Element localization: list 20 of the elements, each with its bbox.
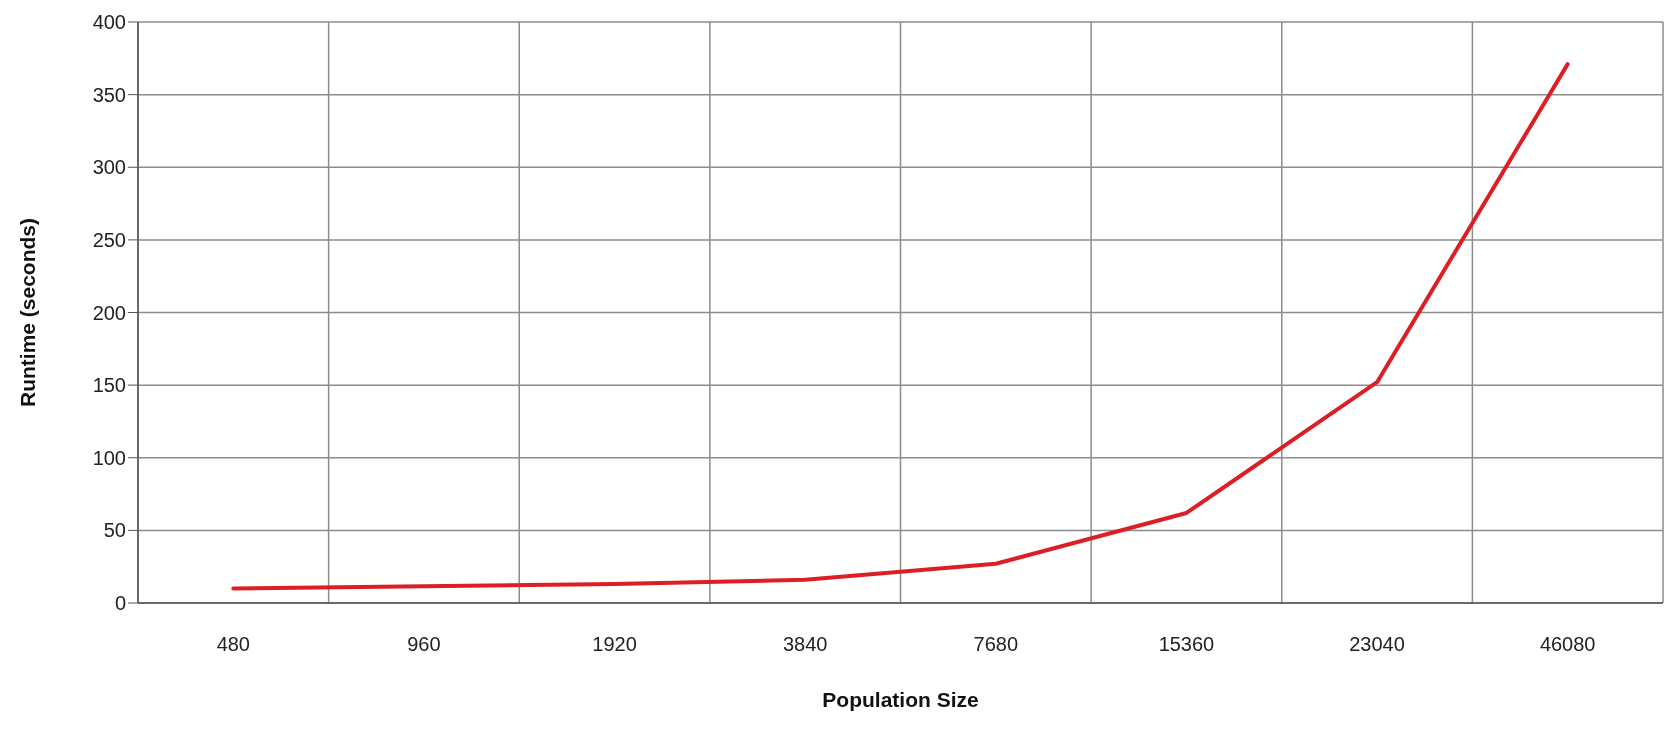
x-tick-label: 3840: [782, 633, 828, 656]
x-tick-label: 7680: [973, 633, 1019, 656]
y-axis-title: Runtime (seconds): [16, 217, 40, 408]
x-tick-label: 960: [407, 633, 441, 656]
x-tick-label: 23040: [1349, 633, 1405, 656]
x-tick-label: 1920: [592, 633, 637, 656]
y-tick-label: 350: [92, 83, 126, 106]
x-axis-title: Population Size: [822, 688, 979, 711]
line-series: [231, 62, 1570, 591]
y-tick-label: 300: [92, 156, 126, 179]
y-tick-label: 50: [103, 519, 126, 542]
y-tick-label: 400: [92, 11, 126, 34]
y-tick-label: 250: [92, 228, 126, 251]
x-tick-label: 15360: [1158, 633, 1215, 656]
y-tick-label: 200: [92, 301, 126, 324]
x-tick-label: 480: [216, 633, 250, 656]
y-tick-label: 150: [92, 374, 126, 397]
y-tick-label: 100: [92, 446, 126, 469]
y-tick-label: 0: [114, 592, 126, 615]
x-tick-label: 46080: [1539, 633, 1596, 656]
